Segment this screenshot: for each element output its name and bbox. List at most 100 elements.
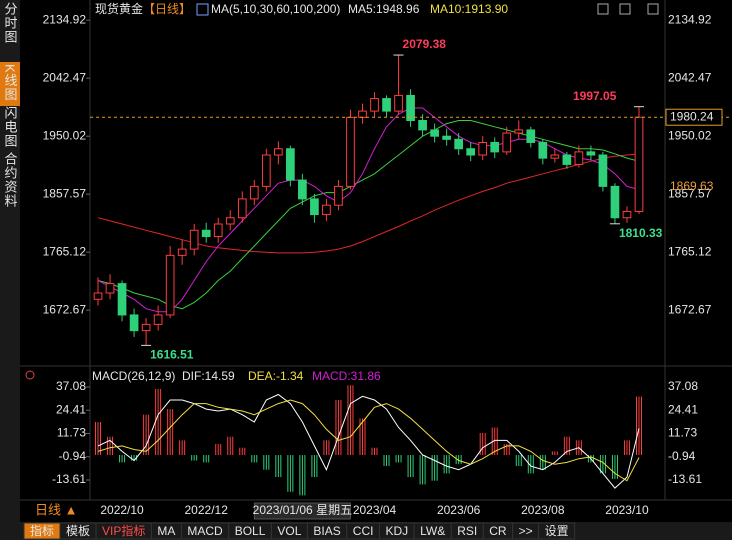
toolbar-tab[interactable]: KDJ <box>385 524 408 538</box>
y-tick-label-right: 2042.47 <box>668 70 712 84</box>
candle-body <box>189 229 199 250</box>
x-tick-label: 2023/04 <box>353 503 397 517</box>
period-toggle[interactable]: 日线 ▲ <box>35 502 77 517</box>
y-tick-label: 11.73 <box>57 426 86 440</box>
y-tick-label: 1672.67 <box>43 302 87 316</box>
candle-body <box>454 138 464 150</box>
period: 【日线】 <box>143 2 191 16</box>
y-tick-label: 37.08 <box>56 379 86 393</box>
toolbar-tab-bg <box>538 522 576 540</box>
y-tick-label-right: 1672.67 <box>668 302 712 316</box>
x-tick-label: 2023/08 <box>521 503 565 517</box>
sidebar <box>0 0 20 540</box>
sidebar-tab[interactable]: K线图 <box>3 64 18 102</box>
toolbar-tab[interactable]: MACD <box>187 524 223 538</box>
y-tick-label-right: 37.08 <box>668 379 698 393</box>
candle-body <box>406 94 415 122</box>
candle-body <box>225 217 235 225</box>
candle-body <box>286 148 295 181</box>
ma-label: MA(5,10,30,60,100,200) <box>211 2 340 16</box>
candle-body <box>478 141 488 156</box>
y-tick-label-right: -13.61 <box>668 472 702 486</box>
sidebar-tab[interactable]: 合约资料 <box>3 152 18 208</box>
y-tick-label-right: 24.41 <box>668 402 698 416</box>
candle-body <box>261 154 271 187</box>
annotation-label: 1616.51 <box>150 348 194 362</box>
candle-body <box>442 135 451 140</box>
last-price-box <box>665 108 723 126</box>
y-tick-label-right: 1950.02 <box>668 128 712 142</box>
candle-body <box>105 283 115 294</box>
x-tick-label: 2023/10 <box>605 503 649 517</box>
toolbar-tab[interactable]: CR <box>489 524 507 538</box>
candle-body <box>141 323 151 332</box>
x-tick-label: 2023/06 <box>437 503 481 517</box>
ref-price-label: 1869.63 <box>670 179 714 193</box>
candle-body <box>418 120 427 131</box>
candle-body <box>165 254 175 316</box>
candle-body <box>117 283 127 316</box>
settings-icon[interactable] <box>25 370 35 380</box>
toolbar-tab[interactable]: BIAS <box>313 524 340 538</box>
candle-body <box>370 98 379 112</box>
candle-body <box>586 151 596 156</box>
toolbar-tab[interactable]: RSI <box>457 524 477 538</box>
candle-body <box>430 129 439 137</box>
toolbar-tab[interactable]: VOL <box>277 524 301 538</box>
y-tick-label-right: 11.73 <box>668 426 697 440</box>
line <box>97 153 640 254</box>
icon[interactable] <box>647 3 659 15</box>
x-tick-label: 2022/12 <box>185 503 229 517</box>
candle-body <box>598 154 608 187</box>
last-price-label: 1980.24 <box>670 109 714 123</box>
y-tick-label: 2134.92 <box>43 12 87 26</box>
ma5: MA5:1948.96 <box>348 2 420 16</box>
active-tab <box>0 62 20 106</box>
line <box>97 120 640 310</box>
line <box>97 107 640 313</box>
toolbar-tab[interactable]: 模板 <box>66 524 90 538</box>
y-tick-label: 1950.02 <box>43 128 87 142</box>
toolbar-tab[interactable]: MA <box>157 524 175 538</box>
candle-body <box>526 129 536 143</box>
line <box>97 393 640 489</box>
toolbar-tab[interactable]: LW& <box>420 524 445 538</box>
candle-body <box>249 185 259 200</box>
ma-icon <box>196 3 209 16</box>
candle-body <box>562 154 572 165</box>
candle-body <box>177 248 187 256</box>
candle-body <box>93 292 103 300</box>
candle-body <box>358 110 367 118</box>
annotation-label: 2079.38 <box>403 37 447 51</box>
candle-body <box>346 116 355 187</box>
cursor-date: 2023/01/06 星期五 <box>253 503 352 517</box>
candle-body <box>129 314 139 332</box>
icon[interactable] <box>619 3 631 15</box>
y-tick-label-right: 1857.57 <box>668 186 712 200</box>
sidebar-tab[interactable]: 分时图 <box>3 2 18 44</box>
candle-body <box>394 94 403 112</box>
candle-body <box>538 141 548 159</box>
toolbar-tab[interactable]: VIP指标 <box>102 523 145 538</box>
y-tick-label: 1857.57 <box>43 186 87 200</box>
y-tick-label-right: -0.94 <box>668 449 696 463</box>
candle-body <box>310 198 319 216</box>
toolbar-tab[interactable]: 设置 <box>545 524 569 538</box>
macd-dif: DIF:14.59 <box>182 369 235 383</box>
icon[interactable] <box>597 3 609 15</box>
candle-body <box>322 204 331 216</box>
toolbar-tab[interactable]: BOLL <box>235 524 266 538</box>
candle-body <box>490 141 500 153</box>
macd-name: MACD(26,12,9) <box>92 369 175 383</box>
toolbar-tab[interactable]: >> <box>519 524 533 538</box>
toolbar-tab[interactable]: CCI <box>353 524 374 538</box>
candle-body <box>574 151 584 165</box>
macd-dea: DEA:-1.34 <box>248 369 304 383</box>
y-tick-label: 1765.12 <box>43 244 87 258</box>
toolbar-tab[interactable]: 指标 <box>30 523 54 538</box>
sidebar-tab[interactable]: 闪电图 <box>3 106 18 148</box>
candle-body <box>550 154 560 159</box>
